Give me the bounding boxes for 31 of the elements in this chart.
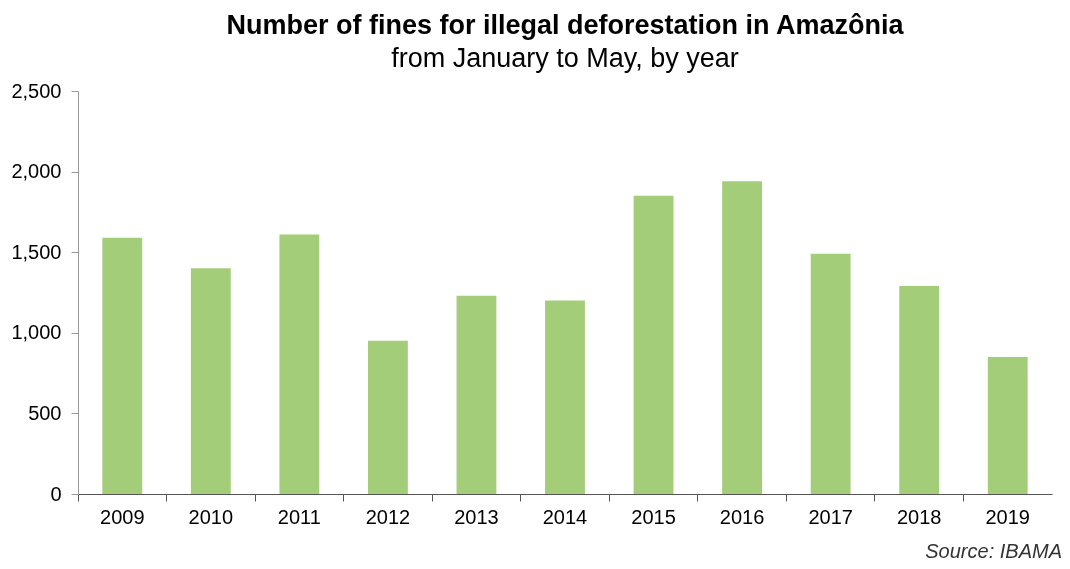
source-note: Source: IBAMA <box>925 540 1062 563</box>
x-tick-label: 2017 <box>808 505 853 528</box>
chart-title: Number of fines for illegal deforestation in Amazônia <box>226 10 905 40</box>
x-tick-label: 2015 <box>631 505 676 528</box>
bar <box>545 300 585 494</box>
y-tick-label: 1,500 <box>11 240 62 263</box>
bar <box>633 195 674 494</box>
chart-subtitle: from January to May, by year <box>391 43 739 73</box>
x-tick-label: 2014 <box>542 505 588 528</box>
bar <box>899 286 940 494</box>
x-tick-label: 2016 <box>719 505 765 528</box>
x-tick-label: 2018 <box>896 505 942 528</box>
x-tick-label: 2012 <box>365 505 411 528</box>
y-tick-label: 1,000 <box>11 321 62 344</box>
x-tick-label: 2010 <box>188 505 234 528</box>
x-tick-label: 2011 <box>277 505 321 528</box>
bar <box>102 237 143 494</box>
x-tick-label: 2009 <box>100 505 145 528</box>
bar <box>190 268 231 494</box>
bar <box>810 253 851 494</box>
x-tick-label: 2019 <box>985 505 1030 528</box>
bar <box>987 356 1028 494</box>
bar <box>367 340 408 494</box>
y-tick-label: 0 <box>50 482 62 505</box>
bar <box>456 295 497 494</box>
bar <box>722 181 763 494</box>
y-tick-label: 500 <box>28 401 62 424</box>
y-tick-label: 2,500 <box>11 79 62 102</box>
x-tick-label: 2013 <box>454 505 499 528</box>
y-tick-label: 2,000 <box>11 160 62 183</box>
bar <box>279 234 320 494</box>
